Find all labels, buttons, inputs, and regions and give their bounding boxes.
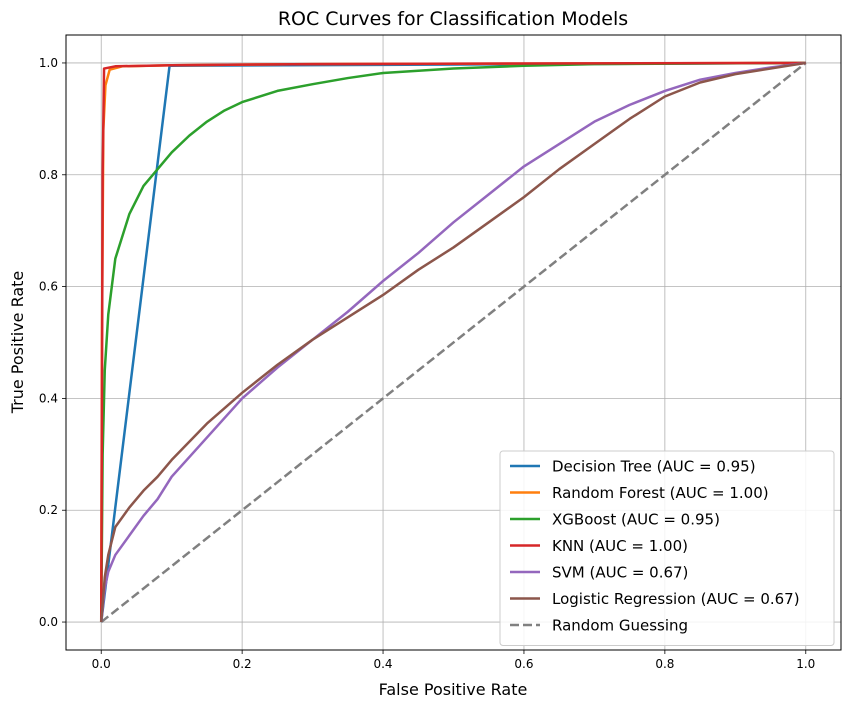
grid-lines (66, 35, 841, 650)
legend-label-2: XGBoost (AUC = 0.95) (552, 511, 720, 529)
y-tick-label: 0.6 (39, 280, 58, 294)
y-tick-label: 1.0 (39, 56, 58, 70)
legend-label-6: Random Guessing (552, 617, 688, 635)
x-tick-label: 0.0 (92, 657, 111, 671)
y-tick-label: 0.0 (39, 615, 58, 629)
y-tick-label: 0.8 (39, 168, 58, 182)
series-layer (99, 61, 807, 624)
legend-label-3: KNN (AUC = 1.00) (552, 537, 688, 555)
y-axis-label: True Positive Rate (8, 271, 27, 415)
series-line-3 (99, 61, 806, 623)
series-line-4 (99, 61, 806, 623)
series-line-2 (99, 61, 806, 623)
legend-box (499, 450, 835, 646)
legend-label-1: Random Forest (AUC = 1.00) (552, 484, 769, 502)
x-tick-label: 0.6 (514, 657, 533, 671)
y-tick-label: 0.2 (39, 503, 58, 517)
axis-ticks: 0.0 0.2 0.4 0.6 0.8 1.0 0.0 0.2 0.4 0.6 0.8 1.0 (39, 56, 815, 671)
chart-title: ROC Curves for Classification Models (278, 8, 628, 30)
y-tick-label: 0.4 (39, 391, 58, 405)
series-line-5 (99, 61, 806, 623)
legend-label-5: Logistic Regression (AUC = 0.67) (552, 590, 800, 608)
series-line-6 (100, 61, 807, 624)
x-tick-label: 1.0 (796, 657, 815, 671)
legend: Decision Tree (AUC = 0.95) Random Forest … (499, 450, 835, 646)
x-tick-label: 0.2 (233, 657, 252, 671)
x-tick-label: 0.4 (373, 657, 392, 671)
legend-label-0: Decision Tree (AUC = 0.95) (552, 458, 756, 476)
legend-label-4: SVM (AUC = 0.67) (552, 564, 688, 582)
x-tick-label: 0.8 (655, 657, 674, 671)
plot-frame (65, 34, 842, 651)
x-axis-label: False Positive Rate (379, 680, 528, 699)
